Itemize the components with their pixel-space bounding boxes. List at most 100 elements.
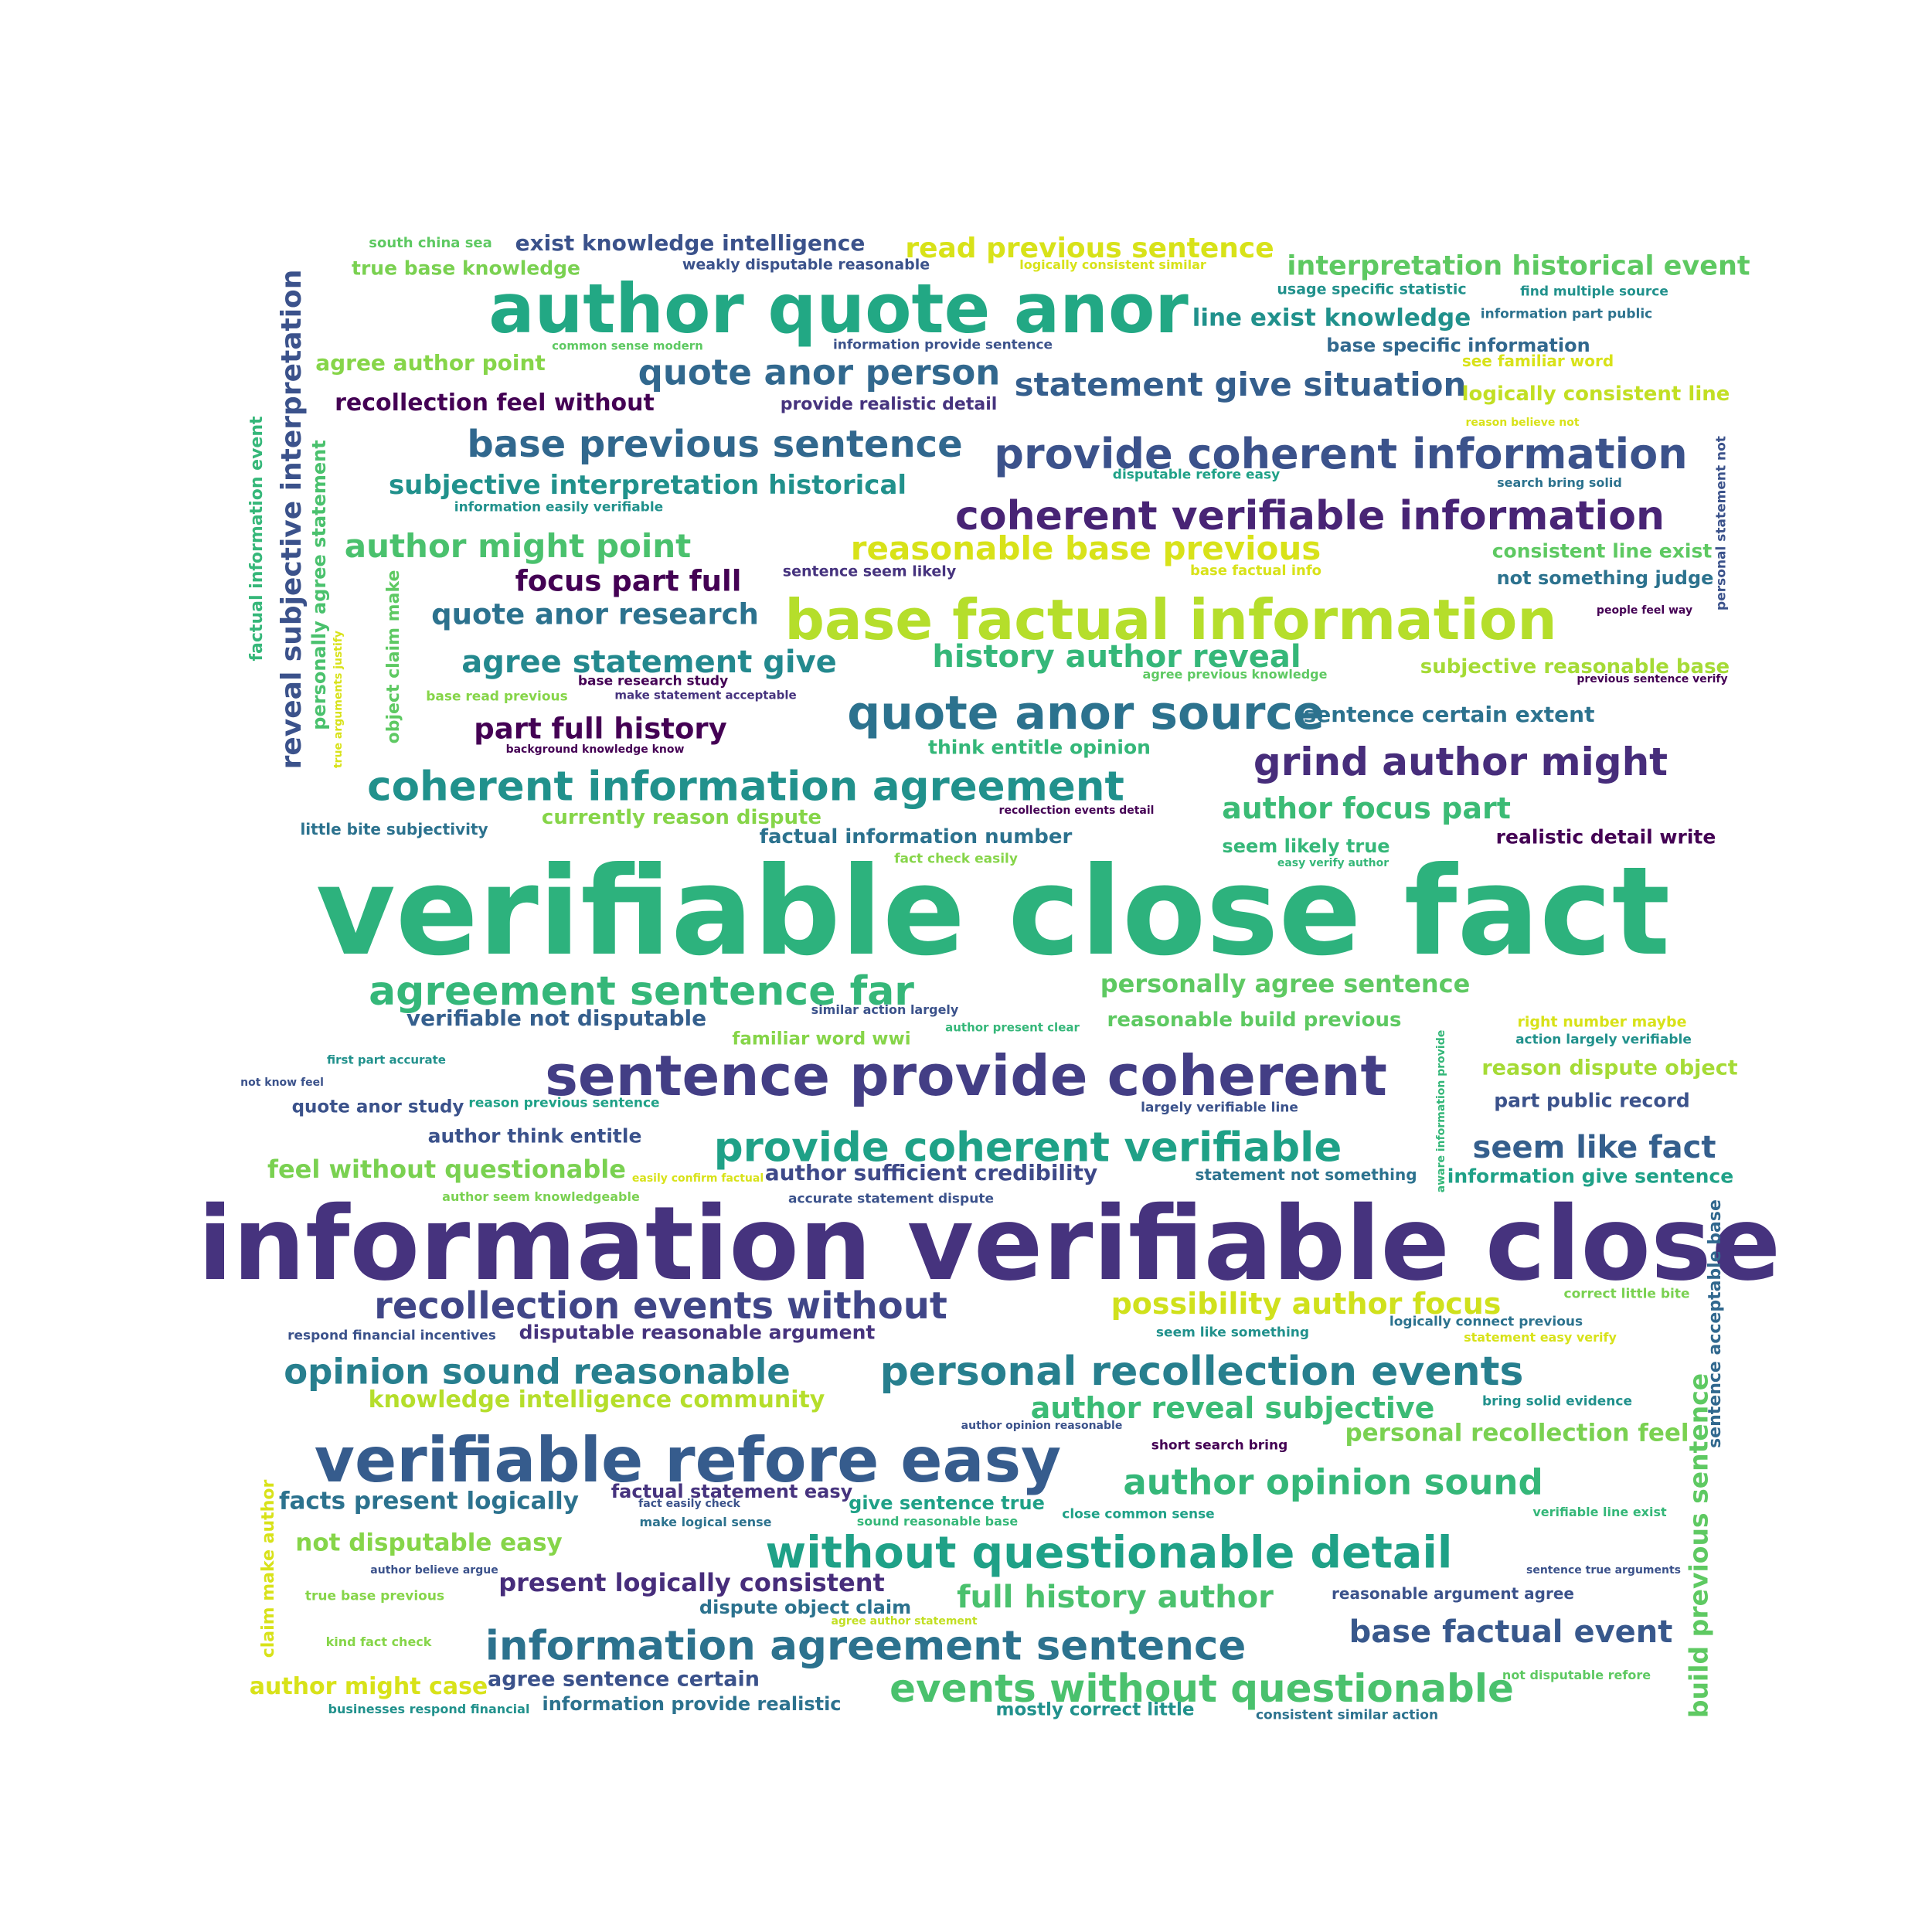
cloud-word: common sense modern: [552, 338, 703, 353]
cloud-word: respond financial incentives: [287, 1328, 496, 1344]
cloud-word: agree previous knowledge: [1142, 667, 1328, 682]
cloud-word: interpretation historical event: [1287, 250, 1750, 282]
cloud-word: agree author point: [315, 350, 546, 376]
cloud-word: author think entitle: [427, 1124, 642, 1148]
cloud-word: true base knowledge: [351, 257, 581, 280]
cloud-word: easy verify author: [1277, 857, 1389, 869]
cloud-word: full history author: [957, 1580, 1274, 1615]
cloud-word: recollection events detail: [998, 804, 1155, 817]
cloud-word: subjective reasonable base: [1420, 655, 1730, 679]
cloud-word: sentence certain extent: [1303, 702, 1595, 727]
cloud-word: kind fact check: [325, 1634, 432, 1649]
cloud-word: south china sea: [369, 235, 492, 251]
cloud-word: subjective interpretation historical: [388, 470, 907, 501]
cloud-word: quote anor research: [431, 597, 759, 631]
cloud-word: factual statement easy: [611, 1481, 853, 1502]
cloud-word: find multiple source: [1520, 284, 1668, 300]
cloud-word: information part public: [1480, 306, 1653, 322]
cloud-word: fact check easily: [894, 851, 1018, 867]
cloud-word: without questionable detail: [765, 1527, 1453, 1579]
cloud-word: factual information number: [759, 825, 1073, 849]
cloud-word: people feel way: [1596, 604, 1693, 617]
cloud-word: author present clear: [945, 1020, 1080, 1035]
cloud-word: author might case: [249, 1673, 488, 1700]
cloud-word: not know feel: [240, 1077, 324, 1089]
cloud-word: factual information event: [247, 416, 267, 662]
cloud-word: grind author might: [1253, 740, 1668, 784]
cloud-word: focus part full: [515, 564, 742, 598]
cloud-word: object claim make: [384, 570, 403, 744]
cloud-word: feel without questionable: [267, 1155, 626, 1184]
cloud-word: businesses respond financial: [328, 1702, 530, 1716]
cloud-word: quote anor person: [638, 352, 1001, 393]
cloud-word: recollection feel without: [335, 389, 655, 417]
cloud-word: personal recollection events: [879, 1349, 1524, 1395]
cloud-word: author opinion reasonable: [961, 1420, 1123, 1432]
cloud-word: possibility author focus: [1111, 1287, 1502, 1321]
cloud-word: agree statement give: [461, 645, 837, 680]
cloud-word: little bite subjectivity: [300, 820, 488, 838]
cloud-word: author reveal subjective: [1030, 1391, 1435, 1425]
cloud-word: not disputable easy: [295, 1529, 563, 1557]
cloud-word: author seem knowledgeable: [442, 1189, 640, 1204]
cloud-word: information give sentence: [1447, 1165, 1734, 1188]
cloud-word: action largely verifiable: [1515, 1032, 1692, 1048]
cloud-word: short search bring: [1151, 1437, 1288, 1454]
cloud-word: author sufficient credibility: [764, 1160, 1098, 1185]
cloud-word: consistent similar action: [1255, 1707, 1439, 1723]
cloud-word: correct little bite: [1563, 1286, 1690, 1302]
cloud-word: base read previous: [426, 689, 568, 705]
cloud-word: author opinion sound: [1123, 1461, 1543, 1503]
cloud-word: personal statement not: [1713, 436, 1730, 611]
cloud-word: statement give situation: [1014, 366, 1467, 403]
cloud-word: disputable reasonable argument: [519, 1321, 876, 1344]
cloud-word: verifiable line exist: [1532, 1505, 1667, 1519]
cloud-word: similar action largely: [811, 1002, 959, 1017]
cloud-word: bring solid evidence: [1482, 1393, 1632, 1410]
cloud-word: make statement acceptable: [614, 688, 797, 702]
cloud-word: base factual information: [784, 587, 1557, 652]
cloud-word: not something judge: [1496, 567, 1714, 589]
cloud-word: claim make author: [259, 1479, 278, 1658]
cloud-word: base previous sentence: [467, 423, 963, 466]
cloud-word: information provide realistic: [542, 1693, 842, 1715]
cloud-word: coherent information agreement: [367, 763, 1124, 811]
cloud-word: provide coherent information: [994, 430, 1688, 478]
cloud-word: reveal subjective interpretation: [276, 269, 308, 770]
cloud-word: true base previous: [304, 1588, 445, 1604]
cloud-word: make logical sense: [639, 1515, 772, 1529]
cloud-word: disputable refore easy: [1112, 467, 1281, 483]
cloud-word: think entitle opinion: [928, 736, 1151, 759]
cloud-word: not disputable refore: [1502, 1668, 1651, 1682]
cloud-word: knowledge intelligence community: [368, 1386, 825, 1413]
cloud-word: give sentence true: [849, 1492, 1045, 1514]
cloud-word: statement not something: [1195, 1165, 1417, 1184]
cloud-word: author quote anor: [488, 269, 1189, 349]
cloud-word: agreement sentence far: [369, 968, 914, 1015]
cloud-word: reasonable build previous: [1107, 1009, 1402, 1032]
cloud-word: reason previous sentence: [468, 1095, 660, 1111]
cloud-word: verifiable refore easy: [314, 1424, 1062, 1496]
cloud-word: information verifiable close: [197, 1185, 1781, 1304]
cloud-word: realistic detail write: [1495, 825, 1716, 849]
cloud-word: author might point: [344, 527, 692, 565]
cloud-word: reasonable argument agree: [1332, 1584, 1574, 1603]
cloud-word: aware information provide: [1435, 1029, 1447, 1193]
cloud-word: see familiar word: [1461, 352, 1614, 370]
cloud-word: sentence true arguments: [1526, 1564, 1681, 1577]
cloud-word: logically consistent line: [1461, 383, 1730, 406]
cloud-word: consistent line exist: [1492, 539, 1713, 563]
cloud-word: sentence acceptable base: [1706, 1199, 1725, 1448]
cloud-word: seem like something: [1155, 1325, 1310, 1341]
cloud-word: verifiable close fact: [315, 841, 1671, 983]
cloud-word: currently reason dispute: [541, 806, 822, 829]
cloud-word: reasonable base previous: [850, 529, 1321, 567]
cloud-word: facts present logically: [279, 1487, 579, 1515]
cloud-word: reason dispute object: [1481, 1056, 1738, 1080]
cloud-word: recollection events without: [374, 1284, 947, 1328]
cloud-word: largely verifiable line: [1141, 1100, 1298, 1116]
cloud-word: accurate statement dispute: [788, 1191, 994, 1207]
cloud-word: base factual info: [1189, 563, 1322, 579]
cloud-word: part full history: [474, 712, 727, 746]
cloud-word: search bring solid: [1497, 475, 1622, 490]
